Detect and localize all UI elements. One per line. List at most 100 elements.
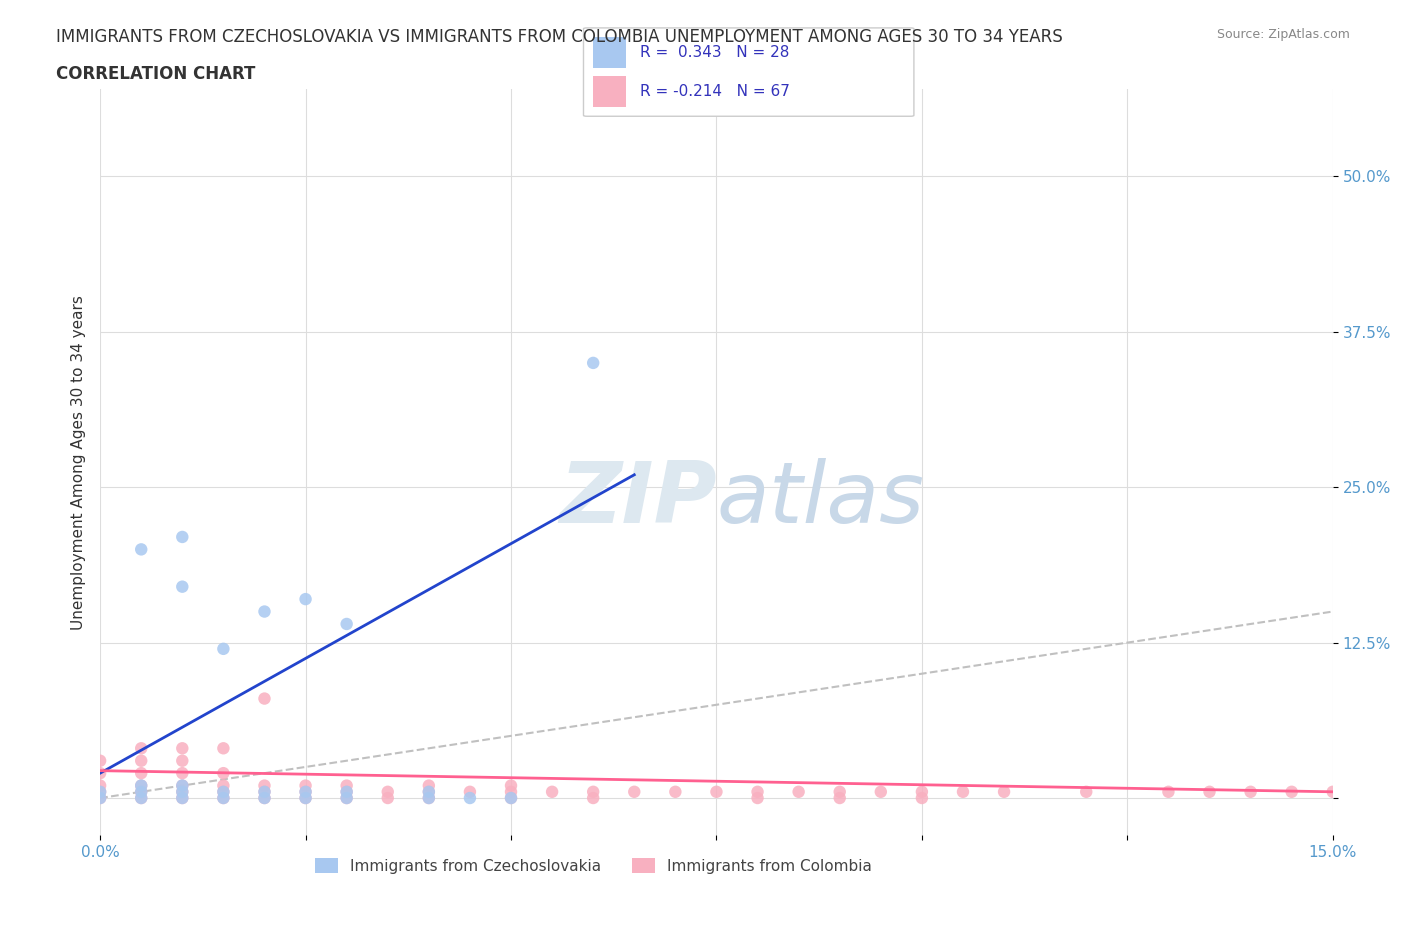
- Point: [172, 784, 194, 799]
- Point: [253, 691, 276, 706]
- Point: [294, 778, 316, 793]
- Point: [212, 642, 235, 657]
- Point: [1157, 784, 1180, 799]
- Point: [129, 784, 152, 799]
- Text: IMMIGRANTS FROM CZECHOSLOVAKIA VS IMMIGRANTS FROM COLOMBIA UNEMPLOYMENT AMONG AG: IMMIGRANTS FROM CZECHOSLOVAKIA VS IMMIGR…: [56, 28, 1063, 46]
- Point: [172, 765, 194, 780]
- Point: [1322, 784, 1344, 799]
- Point: [172, 579, 194, 594]
- Point: [706, 784, 728, 799]
- Point: [458, 784, 481, 799]
- Point: [418, 784, 440, 799]
- Point: [1362, 647, 1385, 662]
- Point: [911, 790, 934, 805]
- Point: [993, 784, 1015, 799]
- Point: [212, 784, 235, 799]
- Point: [172, 753, 194, 768]
- Point: [172, 784, 194, 799]
- Point: [418, 784, 440, 799]
- Point: [172, 529, 194, 544]
- Point: [89, 784, 111, 799]
- Point: [172, 790, 194, 805]
- Point: [253, 778, 276, 793]
- Point: [172, 741, 194, 756]
- Point: [377, 784, 399, 799]
- Point: [458, 790, 481, 805]
- Point: [253, 784, 276, 799]
- Text: R =  0.343   N = 28: R = 0.343 N = 28: [640, 45, 789, 60]
- Point: [1281, 784, 1303, 799]
- Point: [129, 765, 152, 780]
- Point: [336, 617, 359, 631]
- Point: [582, 355, 605, 370]
- Bar: [593, 76, 627, 108]
- Point: [418, 790, 440, 805]
- Point: [253, 790, 276, 805]
- Point: [89, 784, 111, 799]
- Point: [336, 784, 359, 799]
- Point: [89, 765, 111, 780]
- Point: [172, 778, 194, 793]
- Point: [294, 784, 316, 799]
- Point: [129, 753, 152, 768]
- Point: [129, 790, 152, 805]
- Point: [336, 784, 359, 799]
- Point: [499, 784, 522, 799]
- Point: [582, 784, 605, 799]
- Point: [129, 741, 152, 756]
- FancyBboxPatch shape: [583, 28, 914, 116]
- Point: [212, 741, 235, 756]
- Point: [129, 778, 152, 793]
- Point: [582, 790, 605, 805]
- Point: [787, 784, 810, 799]
- Point: [172, 778, 194, 793]
- Point: [1403, 784, 1406, 799]
- Point: [828, 784, 851, 799]
- Point: [212, 790, 235, 805]
- Point: [129, 542, 152, 557]
- Point: [129, 790, 152, 805]
- Text: atlas: atlas: [717, 458, 925, 541]
- Point: [1239, 784, 1261, 799]
- Point: [418, 790, 440, 805]
- Point: [89, 790, 111, 805]
- Point: [89, 778, 111, 793]
- Point: [253, 784, 276, 799]
- Text: ZIP: ZIP: [558, 458, 717, 541]
- Point: [499, 778, 522, 793]
- Y-axis label: Unemployment Among Ages 30 to 34 years: Unemployment Among Ages 30 to 34 years: [72, 295, 86, 630]
- Point: [418, 778, 440, 793]
- Point: [1198, 784, 1220, 799]
- Point: [541, 784, 564, 799]
- Point: [499, 790, 522, 805]
- Bar: [593, 37, 627, 68]
- Point: [747, 784, 769, 799]
- Point: [294, 591, 316, 606]
- Point: [212, 784, 235, 799]
- Point: [623, 784, 645, 799]
- Point: [172, 790, 194, 805]
- Point: [253, 604, 276, 619]
- Point: [499, 790, 522, 805]
- Point: [869, 784, 891, 799]
- Point: [828, 790, 851, 805]
- Point: [212, 765, 235, 780]
- Point: [294, 784, 316, 799]
- Point: [129, 784, 152, 799]
- Point: [212, 778, 235, 793]
- Point: [336, 790, 359, 805]
- Point: [294, 790, 316, 805]
- Point: [212, 790, 235, 805]
- Text: CORRELATION CHART: CORRELATION CHART: [56, 65, 256, 83]
- Point: [89, 753, 111, 768]
- Point: [294, 790, 316, 805]
- Point: [129, 778, 152, 793]
- Point: [336, 778, 359, 793]
- Point: [911, 784, 934, 799]
- Text: Source: ZipAtlas.com: Source: ZipAtlas.com: [1216, 28, 1350, 41]
- Point: [747, 790, 769, 805]
- Point: [377, 790, 399, 805]
- Legend: Immigrants from Czechoslovakia, Immigrants from Colombia: Immigrants from Czechoslovakia, Immigran…: [309, 852, 877, 880]
- Point: [952, 784, 974, 799]
- Text: R = -0.214   N = 67: R = -0.214 N = 67: [640, 85, 790, 100]
